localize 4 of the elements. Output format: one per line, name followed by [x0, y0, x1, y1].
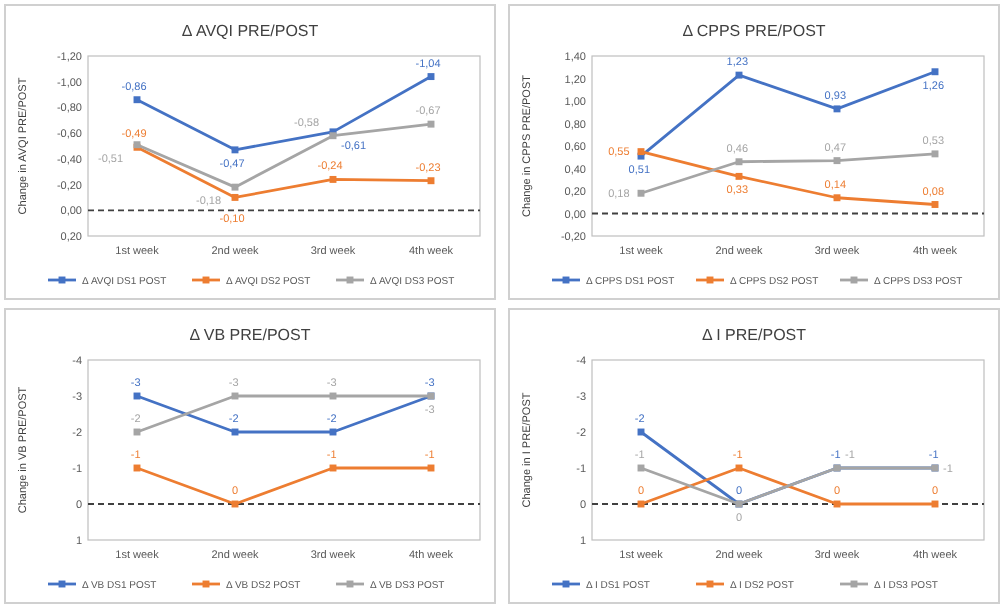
chart-title: Δ VB PRE/POST — [189, 326, 311, 344]
chart-title: Δ CPPS PRE/POST — [682, 22, 826, 40]
chart-title: Δ I PRE/POST — [701, 326, 807, 344]
chart-title: Δ AVQI PRE/POST — [181, 22, 319, 40]
